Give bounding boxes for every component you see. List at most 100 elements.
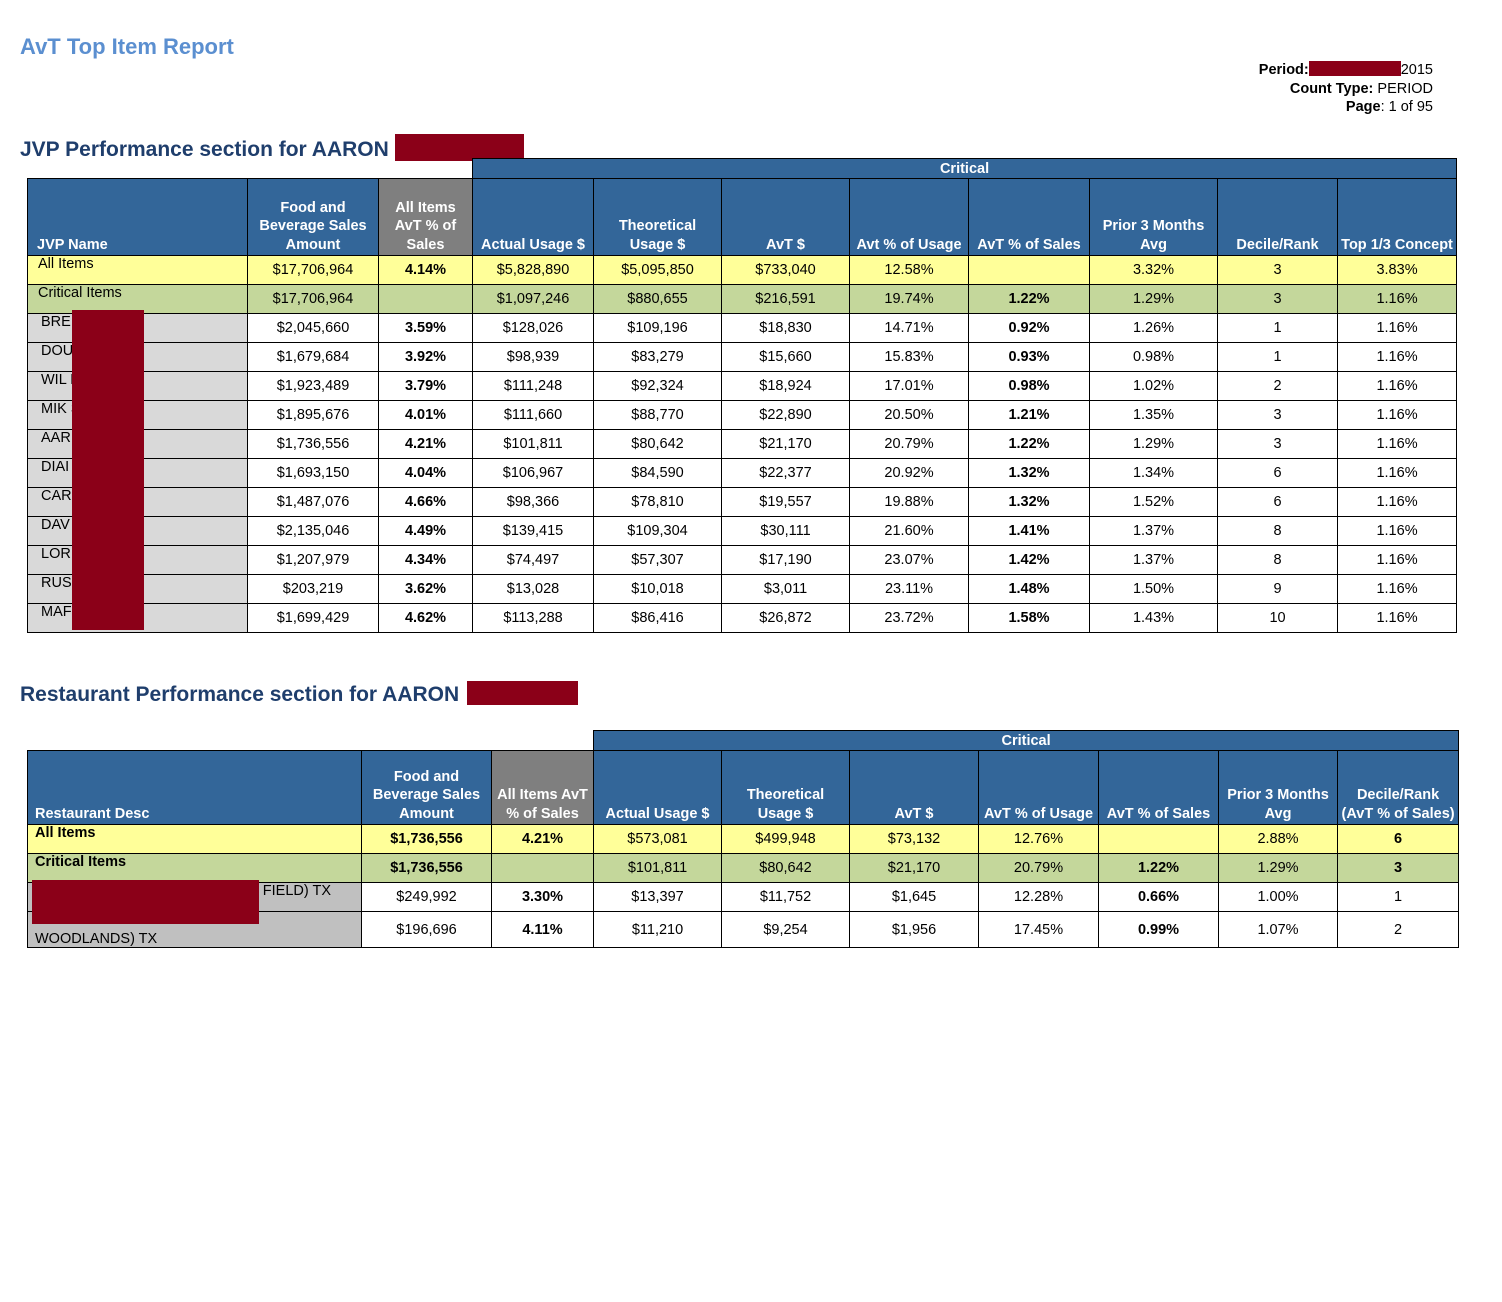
table-cell: 4.21%	[490, 824, 595, 854]
table-cell: 1.16%	[1337, 603, 1458, 633]
table-cell: 6	[1337, 824, 1460, 854]
column-header: AvT % of Sales	[1098, 750, 1220, 825]
table-cell: 3.30%	[490, 882, 595, 912]
table-cell: 1.07%	[1218, 911, 1339, 948]
table-cell: $22,890	[721, 400, 851, 430]
table-cell: $1,736,556	[247, 429, 379, 459]
page-line: Page: 1 of 95	[1259, 98, 1433, 117]
table-row: MIK SON$1,895,6764.01%$111,660$88,770$22…	[27, 400, 1458, 430]
table-cell: $2,135,046	[247, 516, 379, 546]
column-header: AvT % of Sales	[968, 178, 1091, 256]
table-cell: 10	[1217, 603, 1339, 633]
table-cell: 1.34%	[1089, 458, 1219, 488]
table-cell: $573,081	[593, 824, 723, 854]
table-cell: 19.88%	[849, 487, 970, 517]
critical-items-row: Critical Items $17,706,964 $1,097,246 $880,…	[27, 284, 1458, 314]
table-cell: 8	[1217, 516, 1339, 546]
table-cell: 1.02%	[1089, 371, 1219, 401]
table-cell: $111,248	[472, 371, 595, 401]
restaurant-table-body: All Items $1,736,556 4.21% $573,081 $499,948…	[27, 824, 1460, 948]
table-cell: $499,948	[721, 824, 851, 854]
column-header: Theoretical Usage $	[721, 750, 851, 825]
count-type-line: Count Type: PERIOD	[1259, 80, 1433, 99]
column-header: Prior 3 Months Avg	[1089, 178, 1219, 256]
column-header: Actual Usage $	[593, 750, 723, 825]
table-cell: 20.50%	[849, 400, 970, 430]
table-cell: $26,872	[721, 603, 851, 633]
table-cell: 1.42%	[968, 545, 1091, 575]
table-cell	[377, 284, 474, 314]
table-cell: $733,040	[721, 255, 851, 285]
table-cell: $1,693,150	[247, 458, 379, 488]
table-cell: 23.72%	[849, 603, 970, 633]
table-cell: $101,811	[472, 429, 595, 459]
table-row: DIAI DS $1,693,150 4.04% $106,967 $84,590 $22…	[27, 458, 1458, 488]
table-cell: 1.16%	[1337, 429, 1458, 459]
table-cell: $203,219	[247, 574, 379, 604]
table-cell: 1.29%	[1089, 429, 1219, 459]
table-cell: $2,045,660	[247, 313, 379, 343]
all-items-row: All Items $1,736,556 4.21% $573,081 $499,948…	[27, 824, 1460, 854]
table-cell: 1	[1217, 313, 1339, 343]
table-cell: $880,655	[593, 284, 723, 314]
row-name-cell: Critical Items	[27, 853, 362, 883]
column-header: Decile/Rank (AvT % of Sales)	[1337, 750, 1460, 825]
table-cell: $22,377	[721, 458, 851, 488]
table-cell: 1.43%	[1089, 603, 1219, 633]
table-cell: 1.16%	[1337, 516, 1458, 546]
column-header: AvT $	[849, 750, 980, 825]
column-header: Actual Usage $	[472, 178, 595, 256]
all-items-row: All Items $17,706,964 4.14% $5,828,890 $5,09…	[27, 255, 1458, 285]
table-cell: 15.83%	[849, 342, 970, 372]
jvp-table: Critical JVP Name Food and Beverage Sale…	[27, 158, 1458, 633]
table-cell: $80,642	[721, 853, 851, 883]
table-cell: 6	[1217, 487, 1339, 517]
table-cell: $216,591	[721, 284, 851, 314]
column-header: Top 1/3 Concept	[1337, 178, 1458, 256]
restaurant-section-title-text: Restaurant Performance section for AARON	[20, 683, 460, 706]
table-cell: 19.74%	[849, 284, 970, 314]
report-title: AvT Top Item Report	[20, 34, 234, 59]
table-cell: 20.92%	[849, 458, 970, 488]
table-cell: $1,736,556	[361, 853, 492, 883]
table-cell: $21,170	[849, 853, 980, 883]
table-cell: 20.79%	[978, 853, 1100, 883]
redaction-box	[72, 310, 144, 630]
report-meta: Period: 2015 Count Type: PERIOD Page: 1 o…	[1259, 61, 1433, 117]
table-cell: $1,895,676	[247, 400, 379, 430]
table-row: RUS RRY$203,2193.62%$13,028$10,018$3,011…	[27, 574, 1458, 604]
table-cell: 3.83%	[1337, 255, 1458, 285]
period-line: Period: 2015	[1259, 61, 1433, 80]
table-cell: $111,660	[472, 400, 595, 430]
table-cell: 1.58%	[968, 603, 1091, 633]
table-row: BRE GSBURY$2,045,6603.59%$128,026$109,19…	[27, 313, 1458, 343]
table-cell: 14.71%	[849, 313, 970, 343]
table-cell: 1.16%	[1337, 313, 1458, 343]
table-cell: $1,097,246	[472, 284, 595, 314]
table-cell: $101,811	[593, 853, 723, 883]
table-cell: $249,992	[361, 882, 492, 912]
period-label: Period:	[1258, 62, 1309, 78]
table-cell: $113,288	[472, 603, 595, 633]
column-header: Prior 3 Months Avg	[1218, 750, 1339, 825]
table-cell: 1.37%	[1089, 545, 1219, 575]
table-cell: $86,416	[593, 603, 723, 633]
column-header: Avt % of Usage	[849, 178, 970, 256]
table-row: WIL RED $1,923,489 3.79% $111,248 $92,324 $18…	[27, 371, 1458, 401]
column-header: AvT % of Usage	[978, 750, 1100, 825]
redaction-box	[467, 681, 578, 705]
column-header-row: JVP Name Food and Beverage Sales Amount …	[27, 178, 1458, 256]
table-row: MAF ND $1,699,429 4.62% $113,288 $86,416 $26,…	[27, 603, 1458, 633]
table-cell: 1.29%	[1089, 284, 1219, 314]
table-row: DOU $1,679,684 3.92% $98,939 $83,279 $15,660 1…	[27, 342, 1458, 372]
column-header: All Items AvT % of Sales	[490, 750, 595, 825]
table-cell: 1.22%	[1098, 853, 1220, 883]
table-cell: $78,810	[593, 487, 723, 517]
table-cell: $13,397	[593, 882, 723, 912]
table-cell: 3	[1217, 284, 1339, 314]
table-cell: 3.32%	[1089, 255, 1219, 285]
table-cell: 8	[1217, 545, 1339, 575]
table-cell: 4.14%	[377, 255, 474, 285]
table-cell: $1,645	[849, 882, 980, 912]
table-cell: 2	[1217, 371, 1339, 401]
